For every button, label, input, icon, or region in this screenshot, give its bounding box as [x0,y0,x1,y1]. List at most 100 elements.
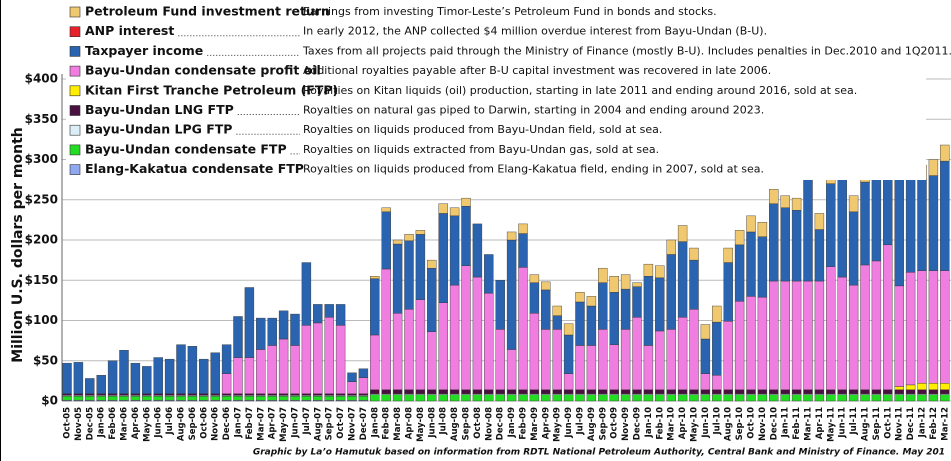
bar-segment [689,247,699,261]
bar-segment [712,389,722,394]
x-tick-label: Oct-06 [199,407,209,439]
bar-segment [164,395,175,401]
x-tick-label: Dec-07 [359,407,369,440]
bar-segment [598,329,608,390]
x-tick-label: Feb-08 [382,407,392,440]
bar-segment [757,389,768,394]
bar-segment [928,394,939,402]
bar-segment [620,274,631,290]
x-tick-label: Oct-07 [336,407,346,439]
y-tick-label: $400 [25,72,58,86]
x-tick-label: Jun-10 [701,407,711,439]
bar-segment [404,389,414,394]
bar-segment [119,393,129,396]
bar-segment [563,394,574,402]
legend-label: Bayu-Undan LNG FTP [85,102,234,117]
bar-segment [620,389,631,394]
bar-segment [370,276,380,279]
bar-segment [506,239,517,350]
bar-segment [837,276,847,390]
bar-segment [689,394,699,402]
bar-segment [176,393,186,396]
bar-segment [130,395,141,401]
bar-segment [244,393,255,396]
bar-segment [883,389,893,394]
y-tick-label: $200 [25,233,58,247]
bar-segment [871,394,882,402]
bar-segment [905,394,916,402]
bar-segment [472,389,483,394]
bar-segment [712,321,722,376]
bar-segment [495,280,505,330]
bar-segment [780,280,790,390]
bar-segment [313,395,323,401]
bar-segment [415,230,426,235]
legend-label: Kitan First Tranche Petroleum (FTP) [85,82,338,97]
bar-segment [871,260,882,390]
bar-segment [199,393,209,396]
bar-segment [552,315,562,330]
x-tick-label: Aug-10 [724,407,734,441]
bar-segment [438,213,448,303]
bar-segment [438,394,448,402]
legend: Petroleum Fund investment returnEarnings… [66,2,951,180]
bar-segment [586,394,597,402]
bar-segment [780,394,790,402]
bar-segment [871,389,882,394]
bar-segment [734,300,745,390]
bar-segment [370,278,380,336]
bar-segment [917,270,927,384]
bar-segment [826,266,836,390]
bar-segment [769,203,779,282]
bar-segment [746,231,756,297]
bar-segment [107,393,118,396]
bar-segment [791,389,802,394]
bar-segment [267,393,277,396]
bar-segment [73,393,84,396]
bar-segment [461,197,471,207]
bar-segment [404,309,414,390]
x-tick-label: Nov-10 [758,407,768,441]
bar-segment [518,389,528,394]
bar-segment [757,296,768,390]
bar-segment [677,394,688,402]
legend-swatch [69,124,81,136]
bar-segment [518,394,528,402]
bar-segment [506,349,517,390]
bar-segment [586,345,597,390]
bar-segment [267,395,277,401]
bar-segment [404,394,414,402]
bar-segment [313,322,323,394]
bar-segment [632,286,642,318]
bar-segment [449,215,460,286]
bar-segment [894,394,904,402]
bar-segment [563,389,574,394]
bar-segment [484,394,494,402]
legend-description: In early 2012, the ANP collected $4 mill… [303,25,767,38]
bar-segment [370,394,380,402]
legend-description: Additional royalties payable after B-U c… [303,64,771,77]
bar-segment [153,395,163,401]
bar-segment [677,241,688,318]
bar-segment [529,389,540,394]
bar-segment [620,288,631,330]
bar-segment [107,395,118,401]
x-tick-label: Feb-09 [519,407,529,440]
x-tick-label: Jun-09 [564,407,574,439]
bar-segment [814,280,825,390]
bar-segment [848,284,859,390]
bar-segment [142,366,152,394]
bar-segment [734,394,745,402]
bar-segment [814,394,825,402]
bar-segment [769,280,779,390]
bar-segment [632,282,642,287]
bar-segment [563,373,574,390]
bar-segment [905,389,916,394]
legend-swatch [69,164,81,175]
bar-segment [780,389,790,394]
bar-segment [563,323,574,336]
bar-segment [107,360,118,394]
x-tick-label: Mar-10 [667,407,677,441]
bar-segment [313,393,323,396]
bar-segment [472,223,483,278]
